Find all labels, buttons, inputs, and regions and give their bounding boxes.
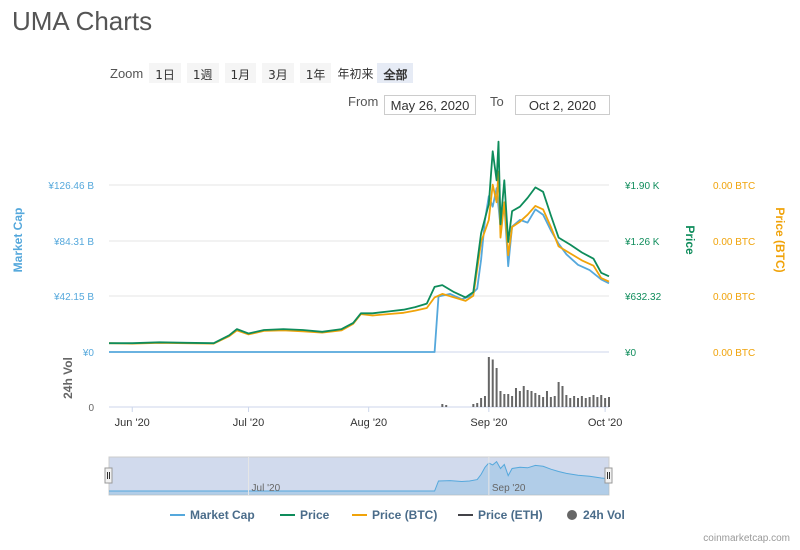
series-line-price: [109, 140, 610, 345]
x-tick-label: Jul '20: [233, 417, 264, 429]
volume-bar: [580, 396, 583, 407]
volume-bar: [495, 368, 498, 407]
market-cap-tick-label: ¥42.15 B: [53, 292, 94, 303]
legend-label: Price: [300, 508, 330, 522]
navigator-area: [109, 461, 609, 495]
market-cap-tick-label: ¥84.31 B: [53, 237, 94, 248]
navigator-tick-label: Jul '20: [252, 483, 281, 494]
volume-bar: [499, 391, 502, 407]
volume-bar: [608, 397, 610, 407]
volume-bar: [600, 395, 603, 407]
volume-bar: [604, 398, 607, 407]
navigator-mask: [108, 456, 610, 496]
navigator-handle: [104, 467, 113, 484]
volume-bar: [569, 398, 572, 407]
volume-bar: [576, 398, 579, 407]
price-btc-tick-label: 0.00 BTC: [713, 292, 755, 303]
x-tick-label: Aug '20: [350, 417, 387, 429]
volume-bar: [534, 393, 537, 407]
legend-label: Price (BTC): [372, 508, 437, 522]
volume-bar: [472, 404, 475, 407]
volume-bar: [514, 388, 517, 407]
volume-bar: [545, 391, 548, 407]
price-tick-label: ¥0: [624, 348, 637, 359]
range-from-label: From: [348, 94, 379, 109]
legend-label: Price (ETH): [478, 508, 543, 522]
price-axis-title: Price: [683, 225, 697, 255]
price-tick-label: ¥632.32: [624, 292, 662, 303]
zoom-ytd-button[interactable]: 年初来: [337, 66, 374, 81]
zoom-1w-button[interactable]: 1週: [186, 63, 219, 83]
volume-bar: [507, 394, 510, 407]
volume-tick-label: 0: [88, 403, 94, 414]
volume-bar: [561, 386, 564, 407]
page-title: UMA Charts: [12, 6, 153, 36]
volume-bar: [584, 398, 587, 407]
legend-item-price-eth-[interactable]: Price (ETH): [458, 508, 543, 522]
volume-bar: [588, 397, 591, 407]
navigator-handle: [604, 467, 613, 484]
navigator-line: [109, 460, 610, 492]
x-tick-label: Jun '20: [115, 417, 150, 429]
range-to-input[interactable]: [515, 95, 610, 115]
zoom-label: Zoom: [110, 65, 144, 81]
volume-bar: [491, 359, 494, 407]
zoom-1d-button[interactable]: 1日: [149, 63, 181, 83]
volume-bar: [542, 397, 545, 407]
legend-symbol: [567, 510, 577, 520]
legend-item-price[interactable]: Price: [280, 508, 330, 522]
volume-bar: [487, 357, 490, 407]
price-btc-tick-label: 0.00 BTC: [713, 181, 755, 192]
volume-bar: [480, 398, 483, 407]
legend-label: Market Cap: [190, 508, 255, 522]
series-line-price-btc-: [108, 170, 610, 345]
market-cap-axis-title: Market Cap: [11, 208, 25, 273]
legend-item-market-cap[interactable]: Market Cap: [170, 508, 255, 522]
volume-bar: [565, 395, 568, 407]
volume-bar: [596, 397, 599, 407]
volume-bar: [522, 386, 525, 407]
volume-bar: [476, 403, 479, 407]
credit: coinmarketcap.com: [703, 533, 790, 544]
zoom-1m-button[interactable]: 1月: [224, 63, 257, 83]
volume-axis-title: 24h Vol: [61, 357, 75, 399]
volume-bar: [503, 394, 506, 407]
range-to-label: To: [490, 94, 504, 109]
price-btc-axis-title: Price (BTC): [773, 207, 787, 272]
volume-bar: [557, 382, 560, 407]
volume-bar: [538, 395, 541, 407]
volume-bar: [549, 397, 552, 407]
volume-bar: [483, 396, 486, 407]
zoom-3m-button[interactable]: 3月: [262, 63, 294, 83]
volume-bar: [526, 390, 529, 407]
legend-item-24h-vol[interactable]: 24h Vol: [567, 508, 625, 522]
price-btc-tick-label: 0.00 BTC: [713, 237, 755, 248]
price-btc-tick-label: 0.00 BTC: [713, 348, 755, 359]
volume-bar: [511, 396, 514, 407]
market-cap-tick-label: ¥0: [82, 348, 95, 359]
price-tick-label: ¥1.90 K: [624, 181, 660, 192]
price-tick-label: ¥1.26 K: [624, 237, 660, 248]
volume-bar: [445, 405, 448, 407]
zoom-bar: Zoom 1日 1週 1月 3月 1年 年初来 全部: [110, 62, 419, 84]
legend-label: 24h Vol: [583, 508, 625, 522]
series-line-market-cap: [109, 187, 610, 353]
volume-bar: [592, 395, 595, 407]
volume-bar: [530, 391, 533, 407]
x-tick-label: Sep '20: [470, 417, 507, 429]
legend-item-price-btc-[interactable]: Price (BTC): [352, 508, 437, 522]
volume-bar: [441, 404, 444, 407]
volume-bar: [553, 396, 556, 407]
range-from-input[interactable]: [384, 95, 476, 115]
volume-bar: [518, 391, 521, 407]
zoom-1y-button[interactable]: 1年: [299, 63, 332, 83]
market-cap-tick-label: ¥126.46 B: [47, 181, 94, 192]
volume-bar: [573, 396, 576, 407]
navigator-tick-label: Sep '20: [492, 483, 526, 494]
zoom-all-button[interactable]: 全部: [377, 63, 414, 83]
x-tick-label: Oct '20: [588, 417, 623, 429]
